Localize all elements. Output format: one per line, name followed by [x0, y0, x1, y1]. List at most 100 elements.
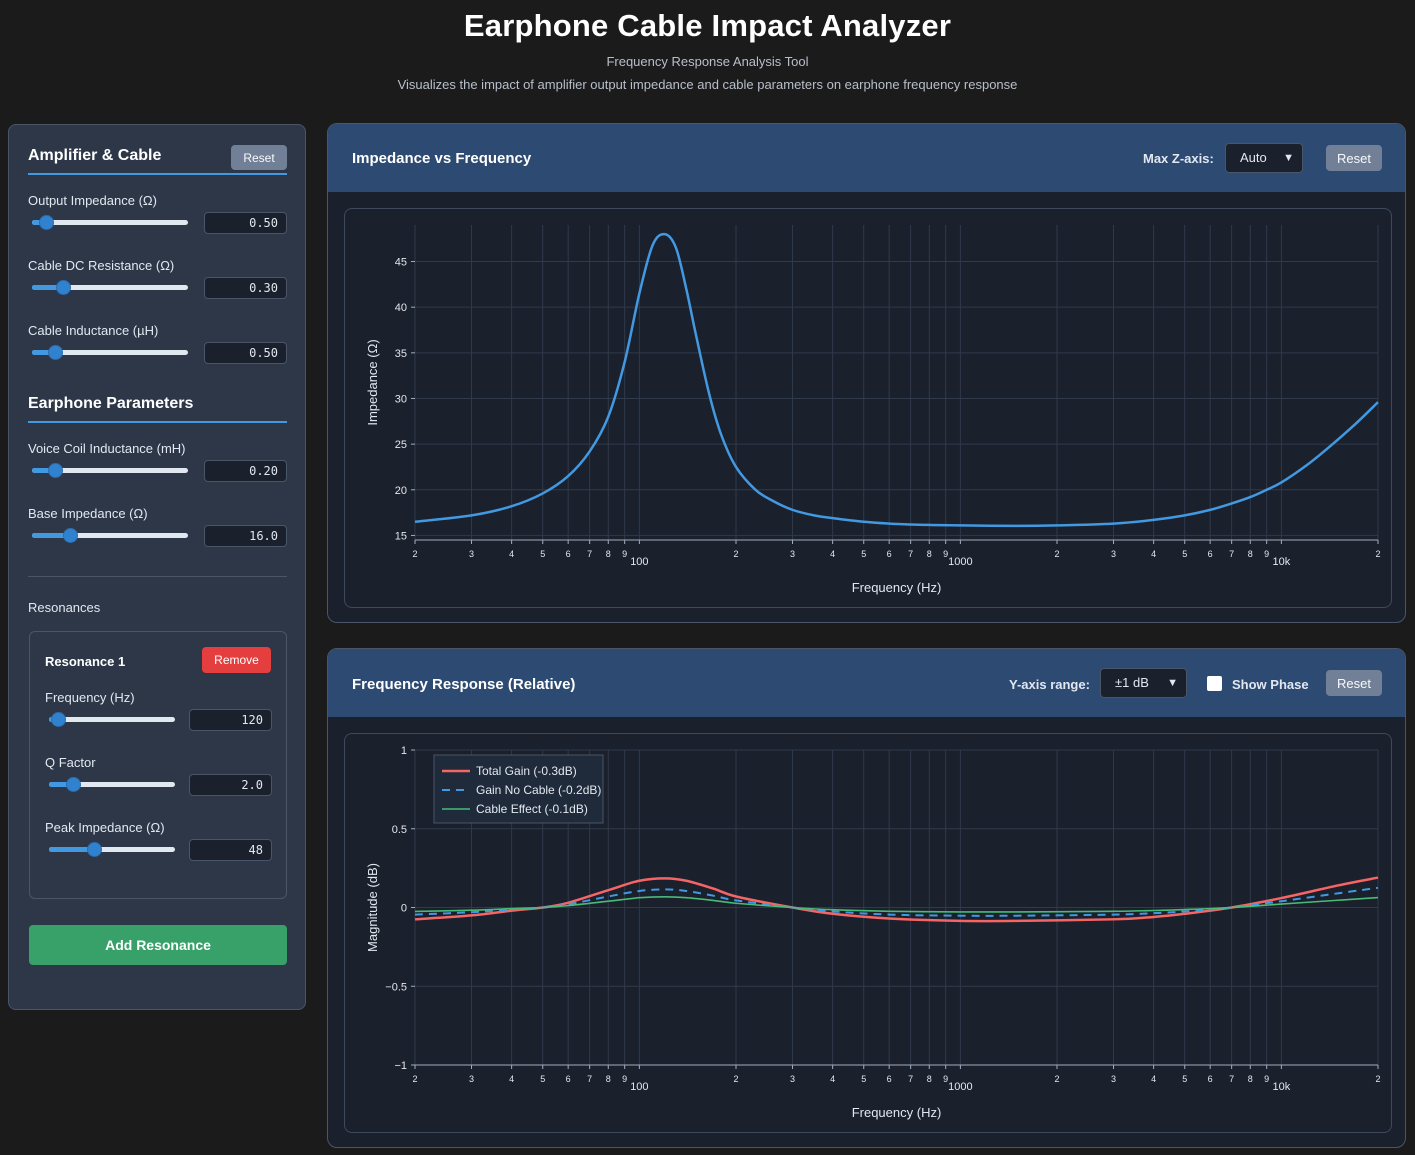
output-impedance-slider[interactable] [32, 220, 188, 225]
x-tick-label: 8 [927, 1074, 932, 1084]
amp-cable-section-header: Amplifier & Cable Reset [28, 147, 287, 175]
page-title: Earphone Cable Impact Analyzer [0, 8, 1415, 44]
max-z-label: Max Z-axis: [1143, 151, 1214, 166]
x-tick-label: 2 [733, 1074, 738, 1084]
cable-inductance-input[interactable]: 0.50 [204, 342, 287, 364]
x-tick-label: 5 [1182, 1074, 1187, 1084]
x-tick-label: 4 [830, 1074, 835, 1084]
output-impedance-input[interactable]: 0.50 [204, 212, 287, 234]
y-tick-label: 25 [395, 439, 407, 451]
x-tick-label: 100 [630, 1081, 648, 1093]
x-tick-label: 2 [412, 1074, 417, 1084]
earphone-section-header: Earphone Parameters [28, 395, 287, 423]
voice-coil-inductance-slider[interactable] [32, 468, 188, 473]
x-tick-label: 2 [1375, 549, 1380, 559]
slider-handle[interactable] [87, 842, 102, 857]
y-range-value: ±1 dB [1115, 675, 1149, 690]
add-resonance-button[interactable]: Add Resonance [29, 925, 287, 965]
x-tick-label: 2 [1375, 1074, 1380, 1084]
x-tick-label: 2 [733, 549, 738, 559]
impedance-reset-button[interactable]: Reset [1326, 145, 1382, 171]
slider-handle[interactable] [63, 528, 78, 543]
slider-handle[interactable] [66, 777, 81, 792]
base-impedance-slider[interactable] [32, 533, 188, 538]
slider-handle[interactable] [56, 280, 71, 295]
peak-impedance-input[interactable]: 48 [189, 839, 272, 861]
output-impedance-label: Output Impedance (Ω) [28, 193, 157, 208]
x-tick-label: 4 [1151, 1074, 1156, 1084]
response-panel-title: Frequency Response (Relative) [352, 676, 575, 693]
x-tick-label: 6 [887, 549, 892, 559]
y-tick-label: 40 [395, 302, 407, 314]
chart-legend: Total Gain (-0.3dB)Gain No Cable (-0.2dB… [434, 755, 603, 823]
slider-handle[interactable] [51, 712, 66, 727]
y-tick-label: 35 [395, 348, 407, 360]
x-tick-label: 7 [1229, 549, 1234, 559]
x-tick-label: 7 [587, 549, 592, 559]
y-axis-title: Magnitude (dB) [365, 863, 380, 952]
peak-impedance-label: Peak Impedance (Ω) [45, 820, 165, 835]
amp-reset-button[interactable]: Reset [231, 145, 287, 170]
max-z-select[interactable]: Auto ▼ [1225, 143, 1303, 173]
impedance-panel-title: Impedance vs Frequency [352, 150, 531, 167]
show-phase-checkbox[interactable] [1207, 676, 1222, 691]
x-tick-label: 5 [861, 1074, 866, 1084]
page-description: Visualizes the impact of amplifier outpu… [0, 77, 1415, 92]
amp-cable-title: Amplifier & Cable [28, 147, 161, 165]
impedance-chart-container: 2 3 4 5 6 7 8 9 100 2 3 4 5 6 7 8 9 1000 2 3 4 5 6 7 8 9 10k 2 15 20 2… [344, 208, 1392, 608]
voice-coil-inductance-input[interactable]: 0.20 [204, 460, 287, 482]
resonance-frequency-slider[interactable] [49, 717, 175, 722]
peak-impedance-slider[interactable] [49, 847, 175, 852]
resonance-frequency-label: Frequency (Hz) [45, 690, 135, 705]
peak-impedance-control: Peak Impedance (Ω) 48 [45, 820, 272, 870]
y-tick-label: 1 [401, 745, 407, 757]
y-range-label: Y-axis range: [1009, 677, 1090, 692]
x-tick-label: 7 [587, 1074, 592, 1084]
y-range-select[interactable]: ±1 dB ▼ [1100, 668, 1187, 698]
x-tick-label: 3 [1111, 549, 1116, 559]
cable-dc-resistance-control: Cable DC Resistance (Ω) 0.30 [28, 258, 287, 308]
x-tick-label: 6 [1208, 549, 1213, 559]
q-factor-slider[interactable] [49, 782, 175, 787]
x-tick-label: 2 [412, 549, 417, 559]
resonance-card: Resonance 1 Remove Frequency (Hz) 120 Q … [29, 631, 287, 899]
voice-coil-inductance-label: Voice Coil Inductance (mH) [28, 441, 186, 456]
x-tick-label: 8 [927, 549, 932, 559]
show-phase-label[interactable]: Show Phase [1232, 677, 1309, 692]
cable-dc-resistance-slider[interactable] [32, 285, 188, 290]
remove-resonance-button[interactable]: Remove [202, 647, 271, 673]
base-impedance-label: Base Impedance (Ω) [28, 506, 148, 521]
resonance-frequency-input[interactable]: 120 [189, 709, 272, 731]
slider-handle[interactable] [48, 463, 63, 478]
x-tick-label: 1000 [948, 1081, 972, 1093]
max-z-value: Auto [1240, 150, 1267, 165]
x-tick-label: 6 [887, 1074, 892, 1084]
cable-dc-resistance-input[interactable]: 0.30 [204, 277, 287, 299]
base-impedance-control: Base Impedance (Ω) 16.0 [28, 506, 287, 556]
base-impedance-input[interactable]: 16.0 [204, 525, 287, 547]
y-tick-label: 20 [395, 485, 407, 497]
x-tick-label: 9 [1264, 1074, 1269, 1084]
resonance-title: Resonance 1 [45, 654, 125, 669]
voice-coil-inductance-control: Voice Coil Inductance (mH) 0.20 [28, 441, 287, 491]
slider-handle[interactable] [48, 345, 63, 360]
x-tick-label: 4 [830, 549, 835, 559]
legend-label-gain-no-cable: Gain No Cable (-0.2dB) [476, 783, 601, 797]
x-axis-title: Frequency (Hz) [852, 580, 942, 595]
x-tick-label: 6 [566, 1074, 571, 1084]
response-reset-button[interactable]: Reset [1326, 670, 1382, 696]
cable-inductance-slider[interactable] [32, 350, 188, 355]
x-tick-label: 8 [1248, 1074, 1253, 1084]
x-tick-label: 6 [1208, 1074, 1213, 1084]
x-tick-label: 2 [1054, 549, 1059, 559]
y-tick-label: 45 [395, 257, 407, 269]
cable-dc-resistance-label: Cable DC Resistance (Ω) [28, 258, 174, 273]
total-gain-line [415, 878, 1378, 922]
x-tick-label: 10k [1272, 556, 1290, 568]
x-tick-label: 5 [861, 549, 866, 559]
x-tick-label: 5 [540, 549, 545, 559]
resonances-title: Resonances [28, 600, 100, 615]
response-panel: Frequency Response (Relative) Y-axis ran… [327, 648, 1406, 1148]
slider-handle[interactable] [39, 215, 54, 230]
q-factor-input[interactable]: 2.0 [189, 774, 272, 796]
